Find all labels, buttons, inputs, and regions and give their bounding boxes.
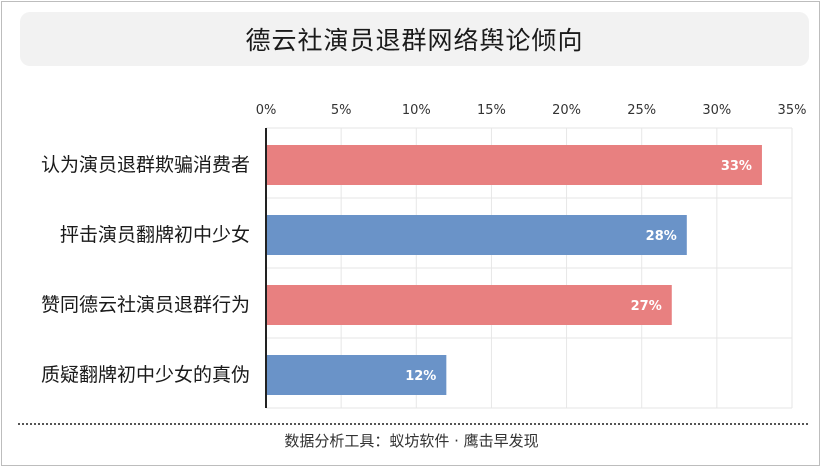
x-tick-label: 5%: [331, 103, 352, 118]
title-banner: 德云社演员退群网络舆论倾向: [20, 12, 809, 66]
category-label: 抨击演员翻牌初中少女: [60, 224, 250, 246]
category-label: 赞同德云社演员退群行为: [41, 294, 250, 316]
bars: 33% 28% 27% 12%: [266, 145, 762, 395]
bar-value-label: 27%: [631, 299, 662, 314]
bar-value-label: 33%: [721, 159, 752, 174]
x-tick-label: 35%: [778, 103, 807, 118]
bar: [266, 215, 687, 255]
chart-title: 德云社演员退群网络舆论倾向: [245, 26, 584, 55]
x-tick-label: 25%: [627, 103, 656, 118]
bar-value-label: 12%: [405, 369, 436, 384]
x-tick-label: 15%: [477, 103, 506, 118]
source-footer: 数据分析工具：蚁坊软件 · 鹰击早发现: [284, 432, 539, 450]
x-tick-label: 20%: [552, 103, 581, 118]
x-tick-label: 10%: [402, 103, 431, 118]
x-tick-label: 30%: [702, 103, 731, 118]
category-label: 认为演员退群欺骗消费者: [41, 154, 250, 176]
bar: [266, 145, 762, 185]
x-axis-ticks: 0% 5% 10% 15% 20% 25% 30% 35%: [256, 103, 807, 118]
footer-divider: [18, 423, 808, 425]
category-labels: 认为演员退群欺骗消费者抨击演员翻牌初中少女赞同德云社演员退群行为质疑翻牌初中少女…: [41, 154, 250, 386]
bar: [266, 285, 672, 325]
bar: [266, 355, 447, 395]
category-label: 质疑翻牌初中少女的真伪: [41, 364, 250, 386]
bar-value-label: 28%: [646, 229, 677, 244]
x-tick-label: 0%: [256, 103, 277, 118]
